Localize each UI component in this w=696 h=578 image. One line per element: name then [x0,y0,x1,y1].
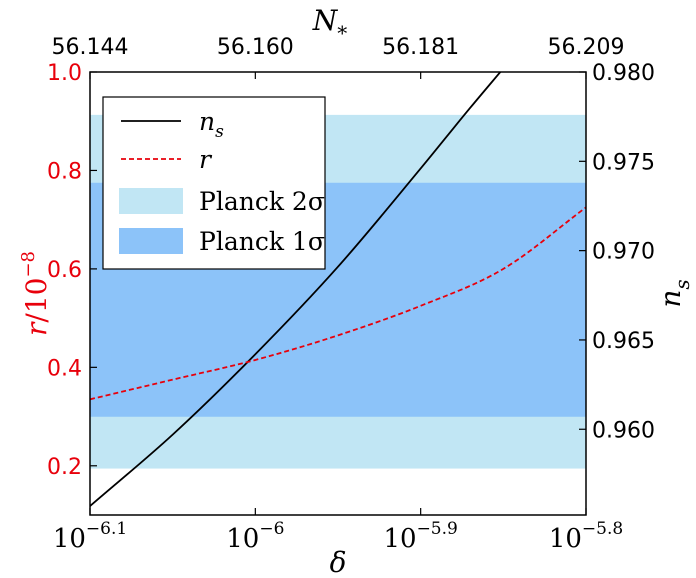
x-tick-label: 10−6 [226,519,284,554]
legend-label-planck-1sigma: Planck 1σ [199,227,325,256]
x-tick-label: 10−6.1 [53,519,127,554]
legend-swatch-planck-1sigma [119,228,183,254]
series-line-ns [90,72,502,507]
right-tick-label: 0.960 [592,418,655,443]
top-tick-label: 56.181 [382,35,459,60]
left-tick-label: 1.0 [47,61,82,86]
top-tick-label: 56.160 [217,35,294,60]
right-tick-label: 0.975 [592,150,655,175]
x-axis-title: δ [330,546,347,578]
right-axis-title: ns [654,279,694,307]
legend-swatch-planck-2sigma [119,188,183,214]
legend: ns r Planck 2σ Planck 1σ [102,96,326,270]
x-tick-label: 10−5.9 [383,519,457,554]
legend-label-planck-2sigma: Planck 2σ [199,187,325,216]
left-axis-title: r/10−8 [18,251,53,336]
ticks-layer [89,71,587,515]
right-tick-label: 0.970 [592,240,655,265]
top-axis-title: N* [312,4,348,45]
legend-label-ns: ns [199,107,224,142]
left-tick-label: 0.6 [47,258,82,283]
top-tick-label: 56.209 [548,35,625,60]
top-tick-label: 56.144 [52,35,129,60]
series-line-r [90,206,586,401]
left-tick-label: 0.8 [47,159,82,184]
x-tick-label: 10−5.8 [549,519,623,554]
right-tick-label: 0.965 [592,329,655,354]
right-tick-label: 0.980 [592,61,655,86]
left-tick-label: 0.2 [47,455,82,480]
legend-label-r: r [199,145,213,174]
plot-frame [89,71,587,516]
left-tick-label: 0.4 [47,356,82,381]
labels-layer: 10−6.1 10−6 10−5.9 10−5.8 56.144 56.160 56.181… [18,4,694,578]
series-layer [90,72,586,507]
